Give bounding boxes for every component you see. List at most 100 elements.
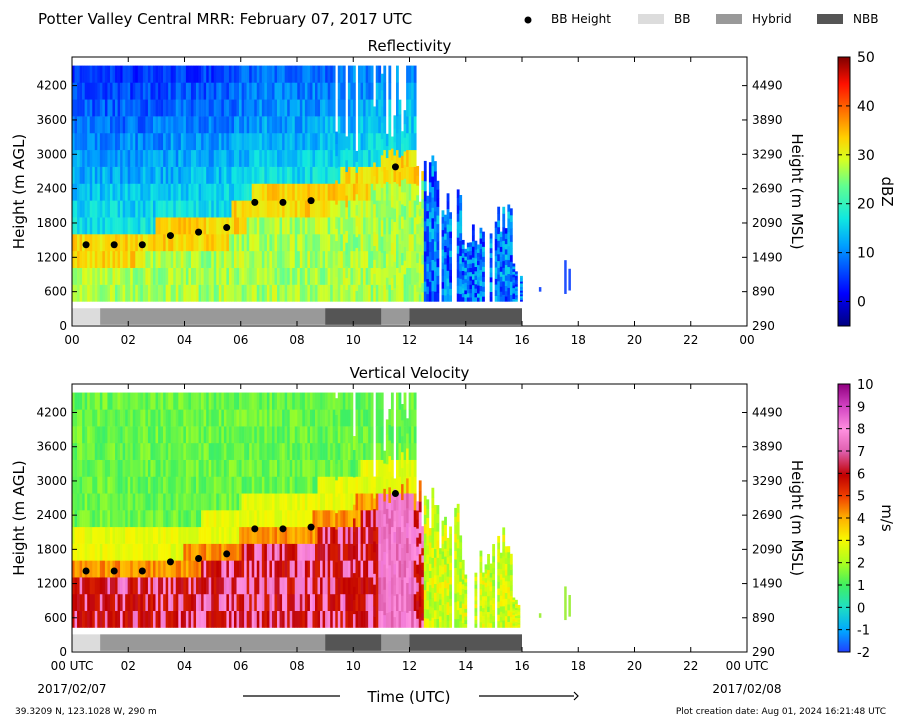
heatmap-cell: [330, 392, 334, 410]
heatmap-cell: [342, 200, 346, 218]
heatmap-cell: [489, 296, 493, 302]
heatmap-cell: [279, 476, 283, 494]
bb-height-point: [307, 523, 315, 531]
heatmap-cell: [231, 392, 235, 410]
heatmap-cell: [198, 510, 202, 528]
heatmap-cell: [208, 577, 212, 595]
heatmap-cell: [147, 116, 151, 134]
heatmap-cell: [213, 200, 217, 218]
heatmap-cell: [284, 476, 288, 494]
heatmap-cell: [441, 262, 445, 270]
heatmap-cell: [360, 65, 364, 83]
heatmap-cell: [315, 392, 318, 410]
heatmap-cell: [446, 293, 450, 302]
heatmap-cell: [261, 409, 265, 427]
heatmap-cell: [74, 392, 78, 410]
heatmap-cell: [223, 577, 227, 595]
heatmap-cell: [368, 610, 371, 628]
heatmap-cell: [173, 560, 177, 578]
heatmap-cell: [117, 250, 121, 268]
heatmap-cell: [198, 166, 202, 184]
heatmap-cell: [147, 493, 151, 511]
heatmap-cell: [168, 593, 172, 611]
heatmap-cell: [198, 284, 202, 302]
heatmap-cell: [153, 426, 156, 444]
heatmap-cell: [178, 493, 182, 511]
heatmap-cell: [426, 293, 430, 302]
heatmap-cell: [239, 577, 242, 595]
heatmap-cell: [130, 476, 134, 494]
heatmap-cell: [431, 249, 435, 260]
heatmap-cell: [464, 293, 468, 298]
heatmap-cell: [487, 553, 490, 560]
heatmap-cell: [446, 216, 450, 225]
heatmap-cell: [92, 116, 96, 134]
heatmap-cell: [277, 267, 280, 285]
heatmap-cell: [277, 510, 280, 528]
heatmap-cell: [370, 250, 374, 268]
heatmap-cell: [158, 149, 161, 167]
heatmap-cell: [256, 459, 260, 477]
heatmap-cell: [246, 250, 250, 268]
heatmap-cell: [196, 82, 199, 100]
heatmap-cell: [287, 284, 290, 302]
heatmap-cell: [418, 606, 422, 618]
heatmap-cell: [398, 114, 402, 129]
heatmap-cell: [218, 459, 222, 477]
heatmap-cell: [342, 65, 346, 83]
heatmap-cell: [102, 284, 106, 302]
heatmap-cell: [390, 526, 394, 544]
heatmap-cell: [213, 593, 217, 611]
heatmap-cell: [249, 409, 253, 427]
heatmap-cell: [494, 255, 498, 262]
heatmap-cell: [479, 556, 483, 562]
heatmap-cell: [307, 526, 311, 544]
heatmap-cell: [401, 204, 404, 217]
heatmap-cell: [360, 392, 364, 410]
heatmap-cell: [428, 535, 432, 543]
heatmap-cell: [411, 217, 415, 235]
heatmap-cell: [211, 459, 215, 477]
heatmap-cell: [153, 149, 156, 167]
heatmap-cell: [117, 392, 121, 410]
heatmap-cell: [309, 82, 313, 100]
heatmap-cell: [132, 284, 136, 302]
heatmap-cell: [158, 543, 161, 561]
heatmap-cell: [266, 510, 270, 528]
heatmap-cell: [226, 99, 230, 117]
heatmap-cell: [388, 166, 392, 184]
heatmap-cell: [332, 200, 336, 218]
heatmap-cell: [507, 546, 511, 553]
heatmap-cell: [355, 577, 359, 595]
heatmap-cell: [274, 234, 278, 252]
heatmap-cell: [79, 267, 83, 285]
heatmap-cell: [393, 563, 397, 575]
heatmap-cell: [413, 217, 417, 235]
heatmap-cell: [464, 286, 468, 291]
heatmap-cell: [175, 459, 179, 477]
heatmap-cell: [112, 217, 116, 235]
heatmap-cell: [266, 577, 270, 595]
heatmap-cell: [178, 116, 182, 134]
heatmap-cell: [388, 611, 392, 628]
heatmap-cell: [365, 510, 369, 528]
heatmap-cell: [345, 254, 349, 267]
heatmap-cell: [140, 132, 144, 151]
heatmap-cell: [165, 593, 169, 611]
heatmap-cell: [497, 233, 501, 241]
heatmap-cell: [365, 166, 369, 184]
heatmap-cell: [271, 459, 275, 477]
heatmap-cell: [221, 183, 225, 201]
heatmap-cell: [259, 577, 263, 595]
heatmap-cell: [218, 183, 222, 201]
heatmap-cell: [287, 149, 290, 167]
heatmap-cell: [512, 606, 516, 609]
heatmap-cell: [378, 426, 382, 444]
heatmap-cell: [315, 510, 318, 528]
heatmap-cell: [282, 392, 285, 410]
heatmap-cell: [193, 510, 197, 528]
heatmap-cell: [140, 183, 144, 201]
heatmap-cell: [163, 577, 166, 595]
heatmap-cell: [89, 392, 93, 410]
heatmap-cell: [307, 116, 311, 134]
